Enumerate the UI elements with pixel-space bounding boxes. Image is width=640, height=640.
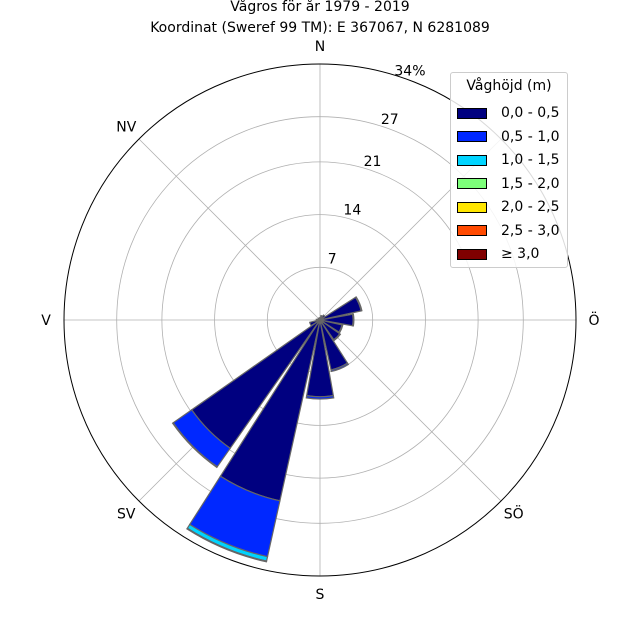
legend-swatch <box>457 178 487 189</box>
direction-label: N <box>315 39 325 55</box>
legend-item: ≥ 3,0 <box>457 243 539 265</box>
chart-subtitle: Koordinat (Sweref 99 TM): E 367067, N 62… <box>150 20 490 36</box>
direction-label: V <box>41 313 51 329</box>
legend-swatch <box>457 154 487 166</box>
legend-label: 0,5 - 1,0 <box>501 128 560 145</box>
legend-title: Våghöjd (m) <box>466 78 552 94</box>
sector-bar <box>330 362 350 373</box>
sector-bar <box>354 296 363 312</box>
legend-swatch <box>457 225 487 236</box>
sector-bar <box>305 394 335 400</box>
legend-item: 0,5 - 1,0 <box>457 126 559 148</box>
legend-label: 0,0 - 0,5 <box>501 105 560 121</box>
direction-label: SV <box>117 507 136 523</box>
direction-label: SÖ <box>504 505 524 523</box>
radial-tick-label: 7 <box>328 251 337 267</box>
legend-label: ≥ 3,0 <box>501 246 540 262</box>
radial-tick-label: 14 <box>343 203 361 219</box>
direction-label: NV <box>116 119 136 135</box>
direction-label: Ö <box>588 311 599 329</box>
legend-label: 2,0 - 2,5 <box>501 199 560 215</box>
legend-swatch <box>457 248 487 260</box>
sector-bar <box>308 319 321 327</box>
sector-bar <box>351 313 355 327</box>
radial-tick-label: 21 <box>364 154 382 170</box>
sector-bar <box>332 332 342 342</box>
legend-item: 1,0 - 1,5 <box>457 149 559 171</box>
radial-gridline <box>116 116 524 524</box>
sector-bar <box>186 527 268 563</box>
legend-item: 1,5 - 2,0 <box>457 173 559 195</box>
sector-bar <box>171 421 219 469</box>
sector-bar <box>318 317 321 321</box>
radial-tick-label: 34% <box>394 63 425 79</box>
angular-gridline <box>319 319 502 502</box>
radial-tick-label: 27 <box>381 112 399 128</box>
chart-title: Vågros för år 1979 - 2019 <box>230 0 410 15</box>
direction-label: S <box>316 587 325 603</box>
legend-item: 0,0 - 0,5 <box>457 102 559 124</box>
radial-gridline <box>214 214 426 426</box>
legend-swatch <box>457 131 487 142</box>
legend-label: 2,5 - 3,0 <box>501 222 560 239</box>
legend: Våghöjd (m) 0,0 - 0,5 0,5 - 1,0 1,0 - 1,5 1… <box>450 72 568 268</box>
sector-bars <box>171 296 363 563</box>
legend-swatch <box>457 201 487 213</box>
legend-item: 2,0 - 2,5 <box>457 196 559 218</box>
legend-swatch <box>457 107 487 119</box>
angular-gridline <box>138 138 321 321</box>
legend-item: 2,5 - 3,0 <box>457 220 559 242</box>
polar-frame <box>63 63 577 577</box>
legend-label: 1,5 - 2,0 <box>501 175 560 192</box>
legend-label: 1,0 - 1,5 <box>501 152 560 168</box>
sector-bar <box>338 324 344 334</box>
radial-gridline <box>161 161 479 479</box>
